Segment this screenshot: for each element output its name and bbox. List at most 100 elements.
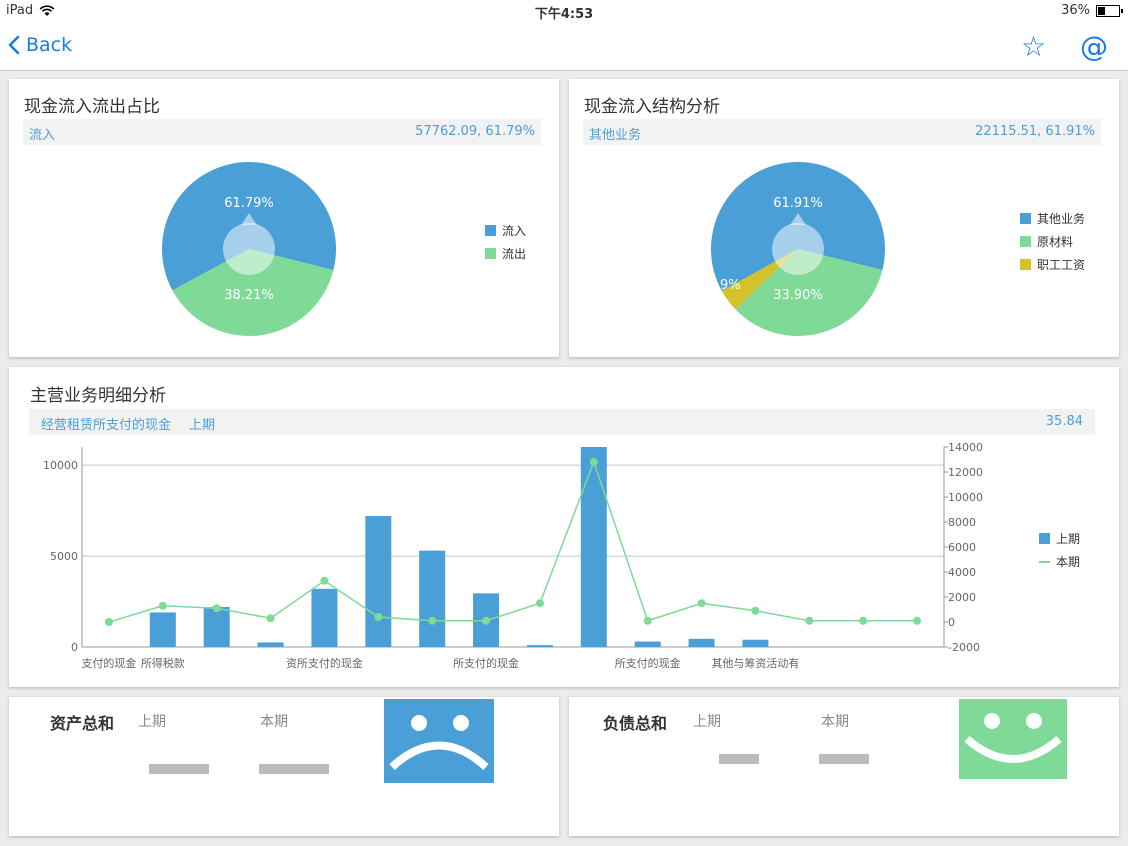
series-line <box>108 459 918 623</box>
y-right-tick-label: 8000 <box>948 516 976 529</box>
line-point[interactable] <box>535 599 544 608</box>
battery-percent: 36% <box>1061 3 1090 18</box>
y-right-tick-label: 10000 <box>948 491 983 504</box>
inflow-structure-card: 现金流入结构分析 其他业务 22115.51, 61.91% 61.91% 33.… <box>569 79 1119 357</box>
pie-pointer <box>241 213 257 225</box>
line-point[interactable] <box>697 599 706 608</box>
line-point[interactable] <box>859 616 868 625</box>
back-button[interactable]: Back <box>8 34 72 56</box>
line-point[interactable] <box>751 606 760 615</box>
info-bar: 流入 57762.09, 61.79% <box>23 119 541 145</box>
legend-label: 原材料 <box>1037 235 1074 249</box>
line-point[interactable] <box>158 601 167 610</box>
smile-face-icon <box>959 699 1067 779</box>
pie-center <box>223 223 275 275</box>
col-last-period: 上期 <box>138 714 166 730</box>
redacted-value <box>819 749 869 768</box>
pie-slice-label: 33.90% <box>773 288 823 303</box>
back-label: Back <box>26 34 73 56</box>
combo-legend: 上期 本期 <box>1039 527 1080 573</box>
pie-chart[interactable]: 61.91% 33.90% 4.19% <box>698 149 898 349</box>
bar[interactable] <box>365 516 392 647</box>
pie-chart[interactable]: 61.79% 38.21% <box>149 149 349 349</box>
cashflow-ratio-card: 现金流入流出占比 流入 57762.09, 61.79% 61.79% 38.21… <box>9 79 559 357</box>
info-value: 22115.51, 61.91% <box>975 124 1095 139</box>
card-title: 主营业务明细分析 <box>30 386 166 406</box>
status-right: 36% <box>1061 3 1123 18</box>
pie-legend: 其他业务 原材料 职工工资 <box>1020 207 1085 276</box>
y-left-tick-label: 0 <box>71 641 78 654</box>
legend-item[interactable]: 其他业务 <box>1020 207 1085 230</box>
pie-legend: 流入 流出 <box>485 219 526 265</box>
y-left-tick-label: 5000 <box>50 550 78 563</box>
legend-item[interactable]: 本期 <box>1039 550 1080 573</box>
main-business-card: 主营业务明细分析 经营租赁所支付的现金 上期 35.84 0 5000 10000 -… <box>9 367 1119 687</box>
legend-swatch <box>485 225 496 236</box>
line-point[interactable] <box>913 616 922 625</box>
info-bar: 经营租赁所支付的现金 上期 35.84 <box>29 409 1095 435</box>
wifi-icon <box>39 4 55 16</box>
legend-swatch <box>485 248 496 259</box>
pie-slice-label: 61.79% <box>224 196 274 211</box>
line-point[interactable] <box>374 613 383 621</box>
line-point[interactable] <box>266 614 275 623</box>
info-value: 35.84 <box>1045 414 1083 429</box>
card-title: 现金流入流出占比 <box>24 97 160 117</box>
line-point[interactable] <box>805 616 814 625</box>
legend-label: 本期 <box>1056 555 1081 569</box>
x-tick-label: 其他与筹资活动有 <box>711 656 799 670</box>
sad-face-icon <box>384 699 494 783</box>
star-icon[interactable]: ☆ <box>1021 30 1047 63</box>
redacted-value <box>719 749 759 768</box>
legend-swatch <box>1020 259 1031 270</box>
bar[interactable] <box>257 642 284 647</box>
bar[interactable] <box>419 550 446 647</box>
card-title: 资产总和 <box>50 714 115 733</box>
redacted-value <box>259 759 329 778</box>
pie-slice-label: 38.21% <box>224 288 274 303</box>
legend-label: 流入 <box>502 224 527 238</box>
y-right-tick-label: 12000 <box>948 466 983 479</box>
info-label: 其他业务 <box>589 128 642 143</box>
legend-item[interactable]: 流入 <box>485 219 526 242</box>
col-last-period: 上期 <box>693 714 721 730</box>
bar[interactable] <box>688 638 715 647</box>
bar[interactable] <box>634 641 661 647</box>
bar[interactable] <box>203 607 230 647</box>
status-left: iPad <box>6 3 55 18</box>
legend-item[interactable]: 上期 <box>1039 527 1080 550</box>
pie-pointer <box>790 213 806 225</box>
status-bar: iPad 下午4:53 36% <box>0 0 1128 22</box>
y-right-tick-label: 4000 <box>948 566 976 579</box>
pie-slice[interactable] <box>735 249 883 336</box>
legend-item[interactable]: 原材料 <box>1020 230 1085 253</box>
combo-chart[interactable]: 0 5000 10000 -2000 0 2000 4000 6000 8000 10000 120… <box>9 439 1119 687</box>
bar[interactable] <box>311 588 338 647</box>
y-right-tick-label: -2000 <box>948 641 980 654</box>
assets-card: 资产总和 上期 本期 <box>9 697 559 836</box>
redacted-value <box>149 759 209 778</box>
line-point[interactable] <box>643 616 652 625</box>
legend-item[interactable]: 流出 <box>485 242 526 265</box>
legend-item[interactable]: 职工工资 <box>1020 253 1085 276</box>
x-tick-label: 所支付的现金 <box>453 656 519 670</box>
bar[interactable] <box>149 612 176 647</box>
info-label: 经营租赁所支付的现金 <box>41 418 172 433</box>
legend-swatch <box>1039 533 1050 544</box>
pie-slice[interactable] <box>172 249 334 336</box>
bar[interactable] <box>526 645 553 647</box>
line-point[interactable] <box>589 458 598 466</box>
line-point[interactable] <box>212 604 221 613</box>
line-point[interactable] <box>320 576 329 585</box>
at-icon[interactable]: @ <box>1080 30 1108 63</box>
pie-center <box>772 223 824 275</box>
bar[interactable] <box>742 639 769 647</box>
line-point[interactable] <box>482 616 491 625</box>
info-bar: 其他业务 22115.51, 61.91% <box>583 119 1101 145</box>
chevron-left-icon <box>8 35 20 55</box>
bar[interactable] <box>580 447 607 647</box>
line-point[interactable] <box>104 618 113 626</box>
x-tick-label: 支付的现金 <box>81 656 136 670</box>
info-period: 上期 <box>189 418 216 433</box>
line-point[interactable] <box>428 616 437 625</box>
